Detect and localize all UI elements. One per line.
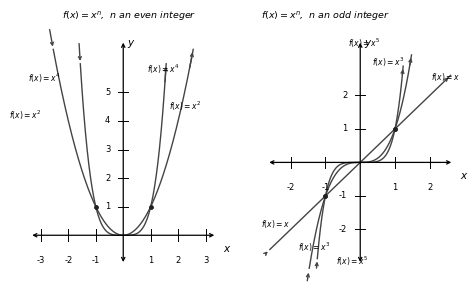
Text: $f(x) = x^5$: $f(x) = x^5$	[348, 37, 381, 50]
Text: -2: -2	[339, 225, 347, 234]
Text: 3: 3	[105, 145, 110, 154]
Text: $f(x) = x^3$: $f(x) = x^3$	[373, 55, 405, 69]
Text: $x$: $x$	[223, 244, 232, 254]
Text: $f(x) = x^n$,  $n$ an even integer: $f(x) = x^n$, $n$ an even integer	[62, 9, 196, 23]
Text: -1: -1	[339, 191, 347, 200]
Text: -3: -3	[36, 256, 45, 265]
Text: 1: 1	[148, 256, 153, 265]
Text: -1: -1	[321, 183, 329, 192]
Text: $f(x) = x^2$: $f(x) = x^2$	[169, 100, 201, 113]
Text: $f(x) = x$: $f(x) = x$	[261, 218, 290, 230]
Text: $y$: $y$	[365, 38, 373, 50]
Text: 1: 1	[342, 125, 347, 133]
Text: $y$: $y$	[128, 38, 136, 50]
Text: 5: 5	[105, 88, 110, 97]
Text: 3: 3	[203, 256, 208, 265]
Text: $f(x) = x^n$,  $n$ an odd integer: $f(x) = x^n$, $n$ an odd integer	[261, 9, 390, 23]
Text: $f(x) = x^3$: $f(x) = x^3$	[298, 241, 330, 255]
Text: 2: 2	[342, 91, 347, 100]
Text: $f(x) = x^4$: $f(x) = x^4$	[27, 71, 60, 85]
Text: 4: 4	[105, 116, 110, 125]
Text: $x$: $x$	[460, 171, 469, 181]
Text: $f(x) = x^4$: $f(x) = x^4$	[146, 63, 179, 76]
Text: -2: -2	[287, 183, 295, 192]
Text: 1: 1	[392, 183, 398, 192]
Text: 2: 2	[175, 256, 181, 265]
Text: -1: -1	[91, 256, 100, 265]
Text: $f(x) = x$: $f(x) = x$	[431, 71, 461, 83]
Text: 2: 2	[105, 173, 110, 183]
Text: 1: 1	[105, 202, 110, 211]
Text: $f(x) = x^2$: $f(x) = x^2$	[9, 108, 41, 122]
Text: -2: -2	[64, 256, 73, 265]
Text: 2: 2	[427, 183, 432, 192]
Text: $f(x) = x^5$: $f(x) = x^5$	[336, 255, 368, 268]
